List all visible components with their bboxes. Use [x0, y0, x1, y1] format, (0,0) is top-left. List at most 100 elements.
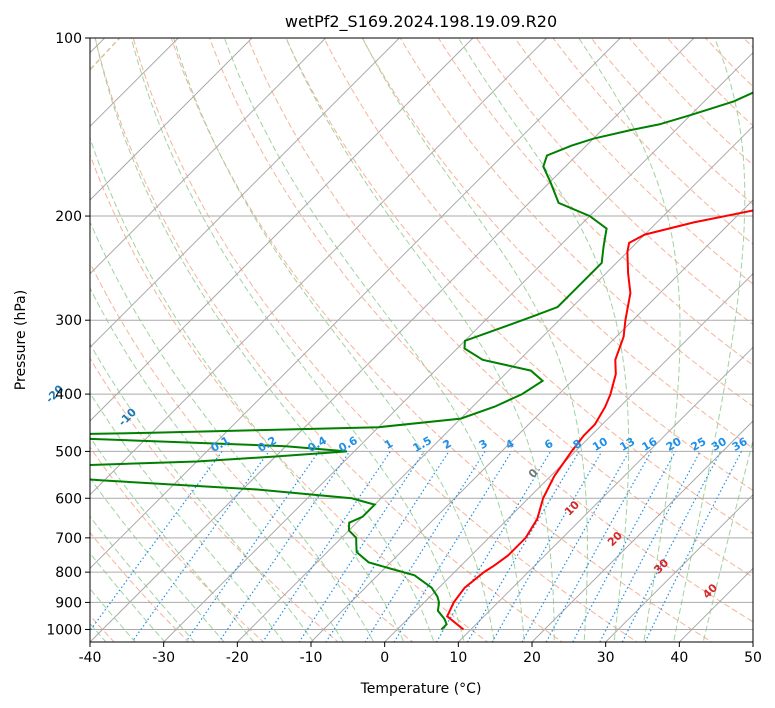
dry-adiabat: [704, 38, 753, 88]
moist-adiabat: [223, 38, 525, 642]
dry-adiabat: [628, 38, 753, 166]
mixing-ratio-line: [393, 451, 513, 642]
isotherm: [90, 38, 253, 201]
mixing-ratio-line: [644, 451, 743, 642]
mixing-ratio-line: [185, 451, 320, 642]
dry-adiabat: [666, 38, 753, 127]
dry-adiabat: [94, 38, 564, 642]
y-tick-label: 400: [55, 387, 82, 403]
isotherm: [90, 38, 548, 496]
moist-adiabat: [94, 38, 435, 642]
isotherm: [384, 272, 753, 642]
moist-adiabat-label: 20: [605, 529, 625, 549]
mixing-ratio-label: 3: [477, 437, 490, 452]
mixing-ratio-line: [466, 451, 580, 642]
isotherm: [752, 641, 753, 642]
dry-adiabat: [399, 38, 753, 408]
isotherm: [90, 38, 695, 642]
background-lines: [90, 25, 775, 649]
dewpoint-profile-line: [90, 91, 753, 631]
mixing-ratio-line: [572, 451, 677, 642]
moist-adiabat: [361, 38, 588, 642]
mixing-ratio-line: [491, 451, 603, 642]
dry-adiabat: [552, 38, 753, 245]
moist-adiabat: [90, 436, 255, 642]
dry-adiabat: [361, 38, 753, 449]
y-tick-label: 700: [55, 531, 82, 547]
dry-adiabat: [437, 38, 753, 366]
y-tick-label: 200: [55, 209, 82, 225]
y-tick-label: 500: [55, 444, 82, 460]
dry-adiabat: [208, 38, 753, 623]
chart-title: wetPf2_S169.2024.198.19.09.R20: [285, 12, 557, 32]
moist-adiabat: [90, 392, 285, 642]
dry-adiabat: [90, 153, 489, 642]
dry-adiabat: [90, 261, 414, 642]
x-tick-label: 10: [449, 650, 467, 666]
y-tick-label: 800: [55, 565, 82, 581]
mixing-ratio-line: [325, 451, 450, 642]
dry-adiabat: [769, 25, 775, 649]
y-tick-label: 100: [55, 31, 82, 47]
isotherm: [310, 199, 753, 642]
moist-adiabat: [90, 515, 196, 642]
isotherm: [90, 38, 327, 275]
dry-adiabat-label: -10: [116, 405, 139, 428]
moist-adiabat: [90, 136, 405, 642]
isotherm: [236, 125, 753, 642]
dry-adiabat: [90, 446, 265, 642]
dry-adiabat: [132, 38, 638, 642]
isotherm: [90, 38, 474, 422]
moist-adiabat: [90, 477, 225, 642]
mixing-ratio-line: [545, 451, 652, 642]
isotherm: [457, 346, 753, 642]
x-tick-label: -20: [226, 650, 249, 666]
moist-adiabat: [90, 587, 136, 642]
moist-adiabat: [173, 38, 495, 642]
isotherm: [678, 567, 753, 642]
profile-series: [90, 91, 753, 631]
isotherm: [90, 38, 400, 349]
dry-adiabat: [90, 357, 340, 642]
moist-adiabat: [673, 38, 746, 642]
moist-adiabat: [457, 38, 630, 642]
temperature-profile-line: [445, 209, 753, 631]
y-tick-label: 1000: [46, 622, 82, 638]
x-axis-ticks: -40 -30 -20 -10 0 10 20 30 40 50: [79, 642, 762, 666]
moist-adiabat-label: 30: [651, 556, 671, 576]
mixing-ratio-line: [364, 451, 486, 642]
y-axis-ticks: 100 200 300 400 500 600 700 800 900 1000: [46, 31, 90, 638]
mixing-ratio-line: [521, 451, 630, 642]
mixing-ratio-label: 2: [441, 437, 454, 452]
x-tick-label: 20: [523, 650, 541, 666]
moist-adiabat: [90, 287, 345, 642]
mixing-ratio-line: [298, 451, 425, 642]
moist-adiabat: [90, 552, 166, 642]
moist-adiabat-label: 10: [562, 498, 582, 518]
dry-adiabat: [90, 531, 190, 642]
dry-adiabat: [247, 38, 753, 578]
x-axis-label: Temperature (°C): [360, 681, 482, 697]
dry-adiabat: [285, 38, 753, 535]
x-tick-label: 0: [380, 650, 389, 666]
line-labels: 0.10.20.40.611.52346810131620253036-100-…: [43, 382, 750, 601]
x-tick-label: 30: [597, 650, 615, 666]
mixing-ratio-label: 4: [503, 437, 516, 452]
moist-adiabat: [90, 220, 375, 642]
x-tick-label: -10: [300, 650, 323, 666]
isotherm: [531, 420, 753, 642]
mixing-ratio-line: [435, 451, 552, 642]
dry-adiabat: [476, 38, 753, 326]
x-tick-label: 40: [670, 650, 688, 666]
mixing-ratio-line: [218, 451, 351, 642]
mixing-ratio-line: [131, 451, 270, 642]
moist-adiabat: [130, 38, 465, 642]
moist-adiabat: [285, 38, 555, 642]
mixing-ratio-line: [90, 451, 223, 632]
y-tick-label: 900: [55, 595, 82, 611]
y-tick-label: 600: [55, 491, 82, 507]
isotherm: [90, 38, 621, 570]
x-tick-label: 50: [744, 650, 762, 666]
dry-adiabat: [170, 38, 713, 642]
